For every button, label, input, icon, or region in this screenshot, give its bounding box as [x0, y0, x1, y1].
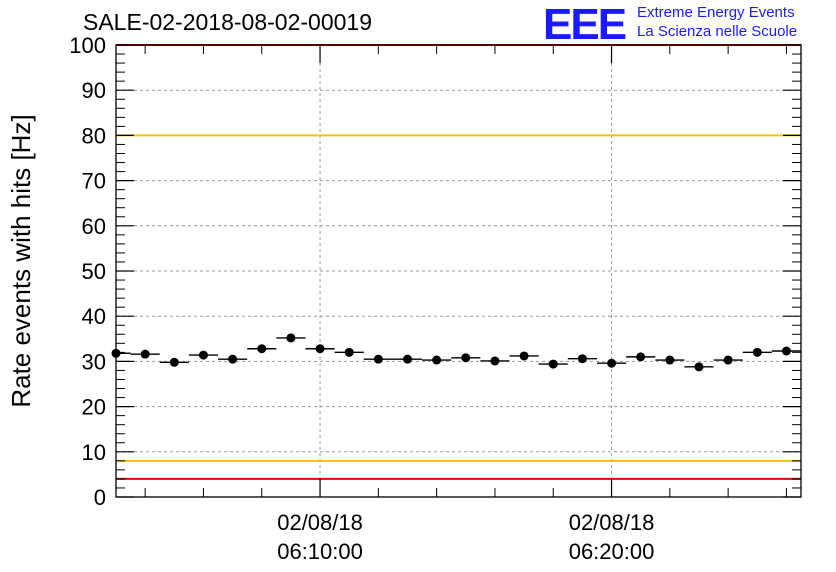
y-tick-label: 40 [82, 304, 106, 329]
data-point [315, 344, 325, 354]
data-point [636, 352, 646, 362]
data-point [665, 355, 675, 365]
y-tick-label: 50 [82, 259, 106, 284]
y-tick-label: 80 [82, 123, 106, 148]
x-tick-time-label: 06:20:00 [569, 539, 655, 564]
data-point [257, 344, 267, 354]
data-point [373, 354, 383, 364]
data-point [607, 358, 617, 368]
data-point [694, 362, 704, 372]
eee-logo: EEE [543, 0, 627, 49]
y-tick-label: 100 [69, 33, 106, 58]
chart-title: SALE-02-2018-08-02-00019 [83, 9, 372, 35]
logo-line-2: La Scienza nelle Scuole [637, 23, 798, 40]
data-series [111, 333, 801, 372]
y-tick-label: 60 [82, 214, 106, 239]
data-point [111, 348, 121, 358]
data-point [344, 347, 354, 357]
data-point [781, 346, 791, 356]
y-tick-label: 10 [82, 440, 106, 465]
data-point [140, 349, 150, 359]
data-point [752, 347, 762, 357]
axis-ticks [116, 44, 801, 498]
y-tick-label: 70 [82, 169, 106, 194]
data-point [198, 350, 208, 360]
data-point [286, 333, 296, 343]
x-tick-labels: 02/08/18 06:10:00 02/08/18 06:20:00 [277, 510, 654, 564]
data-point [228, 354, 238, 364]
data-point [519, 351, 529, 361]
y-tick-labels: 0 10 20 30 40 50 60 70 80 90 100 [69, 33, 106, 510]
data-point [548, 359, 558, 369]
logo-line-1: Extreme Energy Events [637, 4, 795, 21]
x-tick-time-label: 06:10:00 [277, 539, 363, 564]
data-point [432, 355, 442, 365]
y-tick-label: 0 [94, 485, 106, 510]
data-point [577, 354, 587, 364]
data-point [461, 353, 471, 363]
y-axis-label: Rate events with hits [Hz] [6, 114, 36, 407]
data-point [723, 355, 733, 365]
x-tick-date-label: 02/08/18 [277, 510, 363, 535]
data-point [490, 356, 500, 366]
x-tick-date-label: 02/08/18 [569, 510, 655, 535]
y-tick-label: 90 [82, 78, 106, 103]
data-point [402, 354, 412, 364]
grid-lines [116, 45, 801, 497]
y-tick-label: 30 [82, 349, 106, 374]
reference-lines [116, 44, 801, 480]
data-point [169, 357, 179, 367]
y-tick-label: 20 [82, 395, 106, 420]
logo-caption: Extreme Energy Events La Scienza nelle S… [637, 3, 797, 41]
